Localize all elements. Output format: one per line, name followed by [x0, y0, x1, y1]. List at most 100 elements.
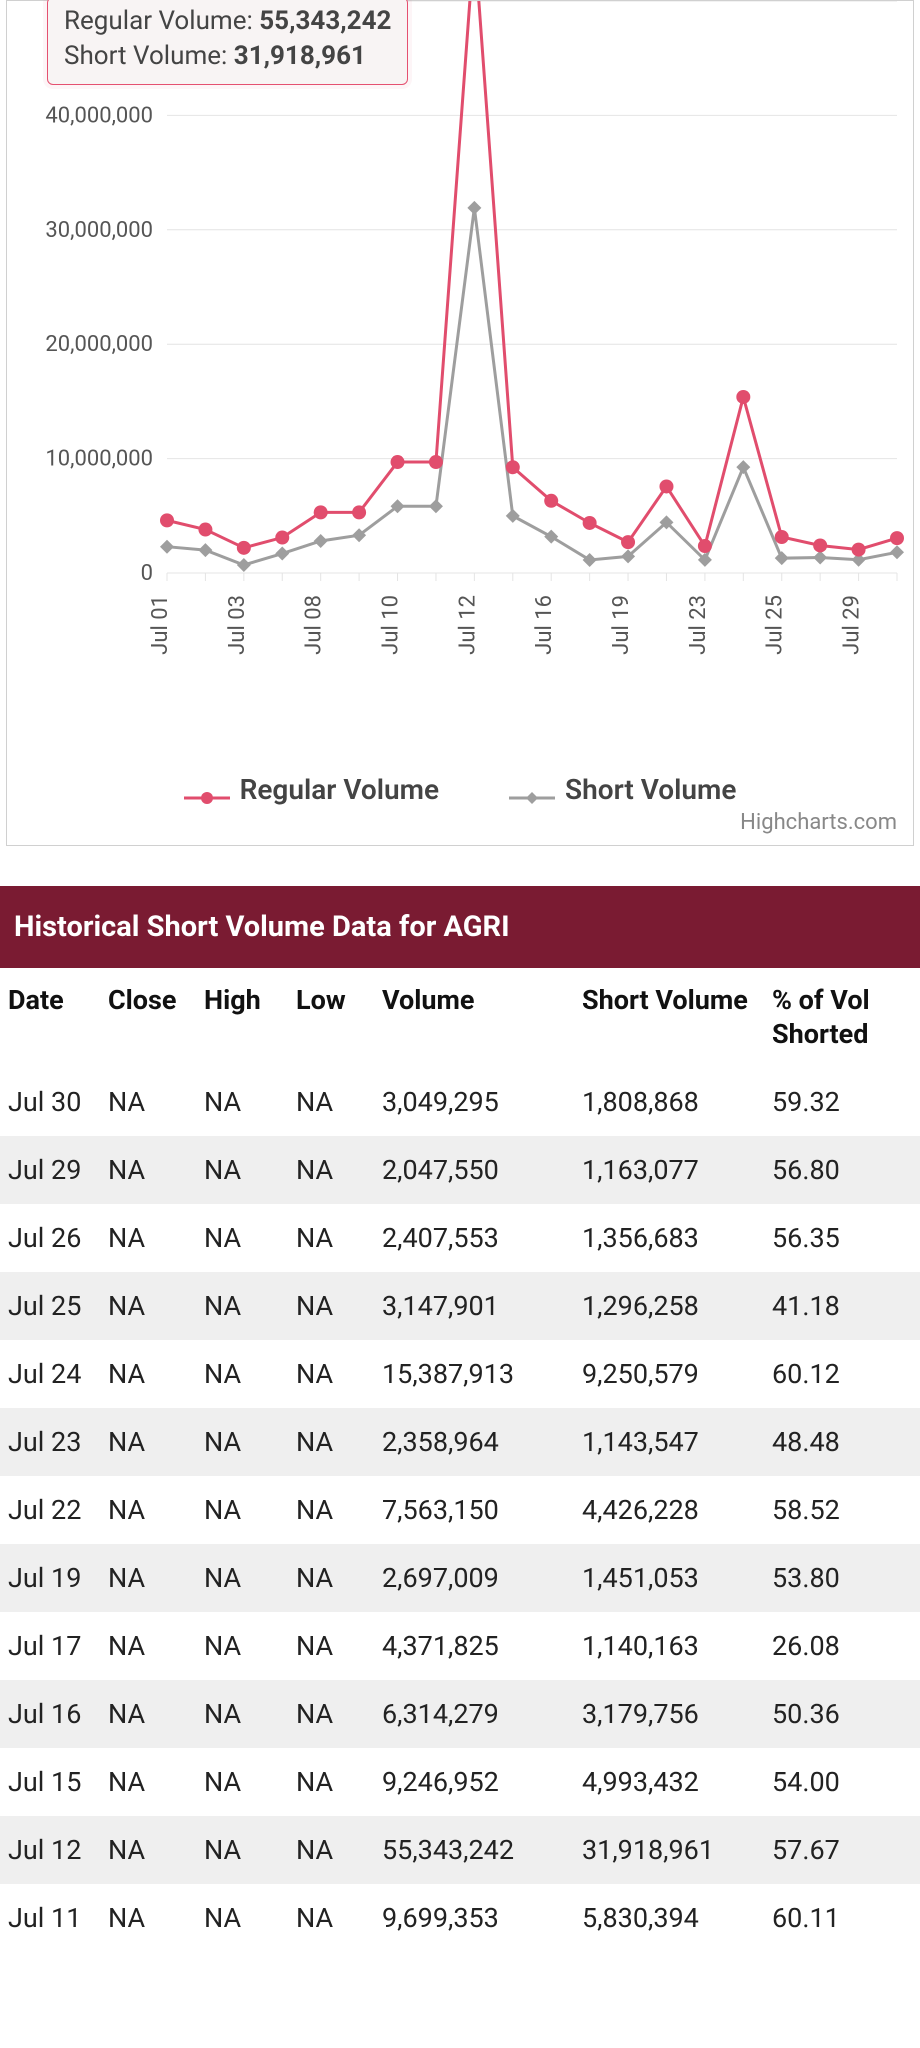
svg-text:30,000,000: 30,000,000 [45, 218, 153, 243]
table-cell: 31,918,961 [574, 1816, 764, 1884]
table-row: Jul 12NANANA55,343,24231,918,96157.67 [0, 1816, 920, 1884]
table-cell: 1,451,053 [574, 1544, 764, 1612]
table-cell: 1,140,163 [574, 1612, 764, 1680]
svg-text:Jul 10: Jul 10 [379, 595, 404, 655]
svg-text:40,000,000: 40,000,000 [45, 103, 153, 128]
legend-label-short: Short Volume [565, 773, 736, 806]
table-cell: NA [288, 1544, 374, 1612]
table-cell: NA [288, 1408, 374, 1476]
tooltip-short-value: 31,918,961 [234, 41, 366, 71]
table-cell: NA [288, 1136, 374, 1204]
table-cell: 53.80 [764, 1544, 920, 1612]
table-cell: NA [288, 1816, 374, 1884]
table-cell: 26.08 [764, 1612, 920, 1680]
table-cell: NA [288, 1476, 374, 1544]
legend-item-short[interactable]: Short Volume [509, 773, 736, 806]
table-cell: 54.00 [764, 1748, 920, 1816]
table-row: Jul 17NANANA4,371,8251,140,16326.08 [0, 1612, 920, 1680]
table-cell: 7,563,150 [374, 1476, 574, 1544]
table-row: Jul 11NANANA9,699,3535,830,39460.11 [0, 1884, 920, 1952]
table-cell: 55,343,242 [374, 1816, 574, 1884]
table-cell: NA [288, 1612, 374, 1680]
table-cell: 4,426,228 [574, 1476, 764, 1544]
table-cell: NA [100, 1340, 196, 1408]
svg-text:10,000,000: 10,000,000 [45, 447, 153, 472]
table-cell: NA [196, 1408, 288, 1476]
table-row: Jul 15NANANA9,246,9524,993,43254.00 [0, 1748, 920, 1816]
table-cell: NA [288, 1204, 374, 1272]
legend-label-regular: Regular Volume [240, 773, 439, 806]
table-cell: NA [196, 1544, 288, 1612]
table-cell: Jul 15 [0, 1748, 100, 1816]
short-volume-table: Date Close High Low Volume Short Volume … [0, 968, 920, 1952]
table-cell: NA [100, 1884, 196, 1952]
svg-text:Jul 25: Jul 25 [763, 595, 788, 655]
legend-item-regular[interactable]: Regular Volume [184, 773, 439, 806]
table-cell: 1,356,683 [574, 1204, 764, 1272]
chart-legend: Regular Volume Short Volume [7, 773, 913, 806]
table-row: Jul 22NANANA7,563,1504,426,22858.52 [0, 1476, 920, 1544]
table-cell: 1,296,258 [574, 1272, 764, 1340]
table-cell: 2,697,009 [374, 1544, 574, 1612]
table-cell: 56.80 [764, 1136, 920, 1204]
table-cell: 60.12 [764, 1340, 920, 1408]
table-cell: NA [100, 1204, 196, 1272]
table-cell: 59.32 [764, 1068, 920, 1136]
table-cell: NA [100, 1476, 196, 1544]
table-row: Jul 26NANANA2,407,5531,356,68356.35 [0, 1204, 920, 1272]
table-cell: 9,246,952 [374, 1748, 574, 1816]
table-cell: NA [288, 1340, 374, 1408]
table-cell: Jul 11 [0, 1884, 100, 1952]
chart-credit[interactable]: Highcharts.com [7, 806, 913, 835]
table-cell: Jul 29 [0, 1136, 100, 1204]
table-cell: 41.18 [764, 1272, 920, 1340]
table-cell: NA [196, 1068, 288, 1136]
svg-text:Jul 12: Jul 12 [455, 595, 480, 655]
table-cell: Jul 30 [0, 1068, 100, 1136]
table-row: Jul 30NANANA3,049,2951,808,86859.32 [0, 1068, 920, 1136]
col-header-close: Close [100, 968, 196, 1068]
table-cell: NA [288, 1068, 374, 1136]
table-cell: 9,250,579 [574, 1340, 764, 1408]
table-row: Jul 16NANANA6,314,2793,179,75650.36 [0, 1680, 920, 1748]
table-cell: 3,049,295 [374, 1068, 574, 1136]
table-cell: 2,358,964 [374, 1408, 574, 1476]
table-title: Historical Short Volume Data for AGRI [0, 886, 920, 968]
table-cell: Jul 25 [0, 1272, 100, 1340]
table-cell: 58.52 [764, 1476, 920, 1544]
col-header-high: High [196, 968, 288, 1068]
svg-text:Jul 16: Jul 16 [532, 595, 557, 655]
table-cell: Jul 26 [0, 1204, 100, 1272]
svg-text:Jul 29: Jul 29 [840, 595, 865, 655]
table-cell: 1,163,077 [574, 1136, 764, 1204]
table-cell: NA [196, 1612, 288, 1680]
chart-tooltip: Regular Volume: 55,343,242 Short Volume:… [47, 0, 408, 85]
table-cell: NA [288, 1680, 374, 1748]
table-cell: NA [288, 1748, 374, 1816]
table-cell: NA [100, 1748, 196, 1816]
table-cell: 48.48 [764, 1408, 920, 1476]
table-cell: NA [100, 1408, 196, 1476]
table-cell: 56.35 [764, 1204, 920, 1272]
table-cell: 4,993,432 [574, 1748, 764, 1816]
tooltip-short-label: Short Volume: [64, 41, 227, 71]
table-cell: NA [100, 1612, 196, 1680]
table-cell: NA [196, 1340, 288, 1408]
short-volume-table-card: Historical Short Volume Data for AGRI Da… [0, 886, 920, 1952]
table-cell: Jul 23 [0, 1408, 100, 1476]
tooltip-regular-value: 55,343,242 [259, 6, 391, 36]
table-cell: Jul 19 [0, 1544, 100, 1612]
col-header-low: Low [288, 968, 374, 1068]
table-row: Jul 29NANANA2,047,5501,163,07756.80 [0, 1136, 920, 1204]
volume-chart: 010,000,00020,000,00030,000,00040,000,00… [7, 1, 913, 761]
table-cell: Jul 12 [0, 1816, 100, 1884]
table-cell: 1,808,868 [574, 1068, 764, 1136]
svg-text:0: 0 [141, 561, 153, 586]
table-cell: 50.36 [764, 1680, 920, 1748]
table-cell: Jul 22 [0, 1476, 100, 1544]
table-cell: NA [100, 1068, 196, 1136]
col-header-pct-shorted: % of Vol Shorted [764, 968, 920, 1068]
table-row: Jul 23NANANA2,358,9641,143,54748.48 [0, 1408, 920, 1476]
table-cell: 9,699,353 [374, 1884, 574, 1952]
table-cell: NA [196, 1680, 288, 1748]
